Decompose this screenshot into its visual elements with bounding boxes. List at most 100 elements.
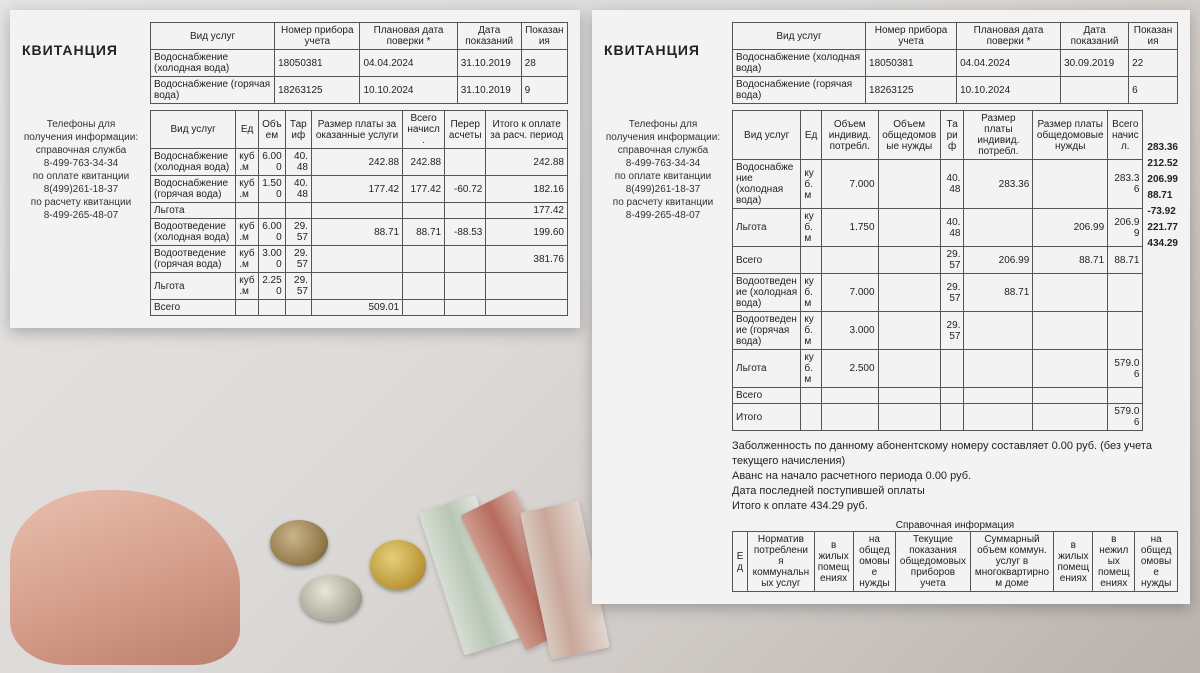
table-cell: 242.88 xyxy=(402,148,446,176)
table-cell: 177.42 xyxy=(402,175,446,203)
th: Вид услуг xyxy=(731,110,802,160)
charges-table: Вид услуг Ед Объем индивид. потребл. Объем … xyxy=(731,110,1144,431)
table-cell: 177.42 xyxy=(310,175,404,203)
table-cell: Всего xyxy=(149,299,237,316)
th: Ед xyxy=(731,531,749,592)
table-row: Итого 579.06 xyxy=(731,403,1144,431)
table-cell xyxy=(1032,387,1109,404)
table-cell: куб.м xyxy=(235,218,260,246)
table-cell: Водоснабжение (холодная вода) xyxy=(731,159,802,209)
table-cell xyxy=(963,208,1034,247)
table-cell: 40.48 xyxy=(284,175,312,203)
table-row: Льгота куб.м 1.750 40.48 206.99 206.99 xyxy=(731,208,1144,247)
table-cell: 283.36 xyxy=(963,159,1034,209)
table-cell: куб.м xyxy=(800,311,822,350)
table-cell: 40.48 xyxy=(939,208,965,247)
phones-line: по расчету квитанции xyxy=(30,197,132,208)
td: 30.09.2019 xyxy=(1060,49,1130,77)
table-cell: 206.99 xyxy=(963,246,1034,274)
table-cell xyxy=(284,202,312,219)
table-cell xyxy=(939,387,965,404)
table-cell: 7.000 xyxy=(820,159,879,209)
table-row: Водоснабжение (холодная вода) куб.м 7.000 4… xyxy=(731,159,1144,209)
last-payment-note: Дата последней поступившей оплаты xyxy=(732,485,925,497)
table-cell: 29.57 xyxy=(939,273,965,312)
table-cell: 88.71 xyxy=(963,273,1034,312)
table-row: Всего xyxy=(731,387,1144,404)
table-cell xyxy=(235,202,260,219)
charges-table: Вид услуг Ед Объем Тариф Размер платы за ока… xyxy=(149,110,568,316)
th: Вид услуг xyxy=(731,22,867,50)
phones-line: по расчету квитанции xyxy=(612,197,714,208)
table-cell xyxy=(877,208,941,247)
table-cell xyxy=(1107,273,1144,312)
reference-info: Справочная информация Ед Норматив потребл… xyxy=(731,520,1178,592)
table-cell: -60.72 xyxy=(444,175,487,203)
phones-line: справочная служба xyxy=(35,145,127,156)
th: Размер платы индивид. потребл. xyxy=(963,110,1034,160)
table-cell: 182.16 xyxy=(485,175,568,203)
table-cell: 177.42 xyxy=(485,202,568,219)
th: Текущие показания общедомовых приборов у… xyxy=(895,531,971,592)
phones-line: Телефоны для xyxy=(628,119,698,130)
table-cell: куб.м xyxy=(800,208,822,247)
table-cell xyxy=(258,202,286,219)
table-cell: 3.000 xyxy=(820,311,879,350)
table-cell: Итого xyxy=(731,403,802,431)
th: Номер прибора учета xyxy=(865,22,958,50)
side-value: 434.29 xyxy=(1147,238,1178,249)
table-cell xyxy=(800,246,822,274)
td: Водоснабжение (холодная вода) xyxy=(149,49,276,77)
th: на общедомовые нужды xyxy=(852,531,897,592)
table-cell xyxy=(1107,387,1144,404)
td: 04.04.2024 xyxy=(359,49,458,77)
table-cell: 242.88 xyxy=(485,148,568,176)
receipt-title: КВИТАНЦИЯ xyxy=(604,42,700,58)
table-cell xyxy=(877,311,941,350)
reference-title: Справочная информация xyxy=(895,520,1015,531)
table-cell: 206.99 xyxy=(1032,208,1109,247)
th: Объем индивид. потребл. xyxy=(820,110,879,160)
table-cell: куб.м xyxy=(235,245,260,273)
side-value: 283.36 xyxy=(1147,142,1178,153)
table-cell: 509.01 xyxy=(310,299,404,316)
th: Номер прибора учета xyxy=(274,22,361,50)
coin xyxy=(370,540,426,590)
side-value: 88.71 xyxy=(1147,190,1173,201)
table-cell xyxy=(939,349,965,388)
table-cell xyxy=(963,403,1034,431)
table-cell: куб.м xyxy=(800,273,822,312)
table-cell xyxy=(1032,159,1109,209)
table-cell: 88.71 xyxy=(402,218,446,246)
phones-line: по оплате квитанции xyxy=(614,171,712,182)
phones-line: справочная служба xyxy=(617,145,709,156)
table-cell: 29.57 xyxy=(284,245,312,273)
table-cell: 381.76 xyxy=(485,245,568,273)
th: Тариф xyxy=(284,110,312,149)
side-value: 212.52 xyxy=(1147,158,1178,169)
table-cell: 206.99 xyxy=(1107,208,1144,247)
table-cell xyxy=(820,403,879,431)
table-cell: Всего xyxy=(731,387,802,404)
reference-table: Ед Норматив потребления коммунальных услу… xyxy=(731,531,1178,592)
table-cell xyxy=(877,349,941,388)
th: Ед xyxy=(235,110,260,149)
table-cell xyxy=(485,272,568,300)
th: Всего начисл. xyxy=(1107,110,1144,160)
table-cell xyxy=(820,387,879,404)
table-cell: Льгота xyxy=(731,349,802,388)
table-cell xyxy=(1107,311,1144,350)
table-cell: 6.000 xyxy=(258,148,286,176)
table-cell: 579.06 xyxy=(1107,403,1144,431)
phones-line: 8-499-265-48-07 xyxy=(43,210,119,221)
table-cell xyxy=(235,299,260,316)
th: на общедомовые нужды xyxy=(1134,531,1178,592)
phones-line: 8(499)261-18-37 xyxy=(43,184,119,195)
th: Размер платы общедомовые нужды xyxy=(1032,110,1109,160)
phones-line: 8-499-265-48-07 xyxy=(625,210,701,221)
phones-line: 8(499)261-18-37 xyxy=(625,184,701,195)
td: 31.10.2019 xyxy=(456,49,522,77)
phones-line: Телефоны для xyxy=(46,119,116,130)
receipt-front: КВИТАНЦИЯ Телефоны для получения информа… xyxy=(592,10,1190,604)
table-cell xyxy=(877,246,941,274)
